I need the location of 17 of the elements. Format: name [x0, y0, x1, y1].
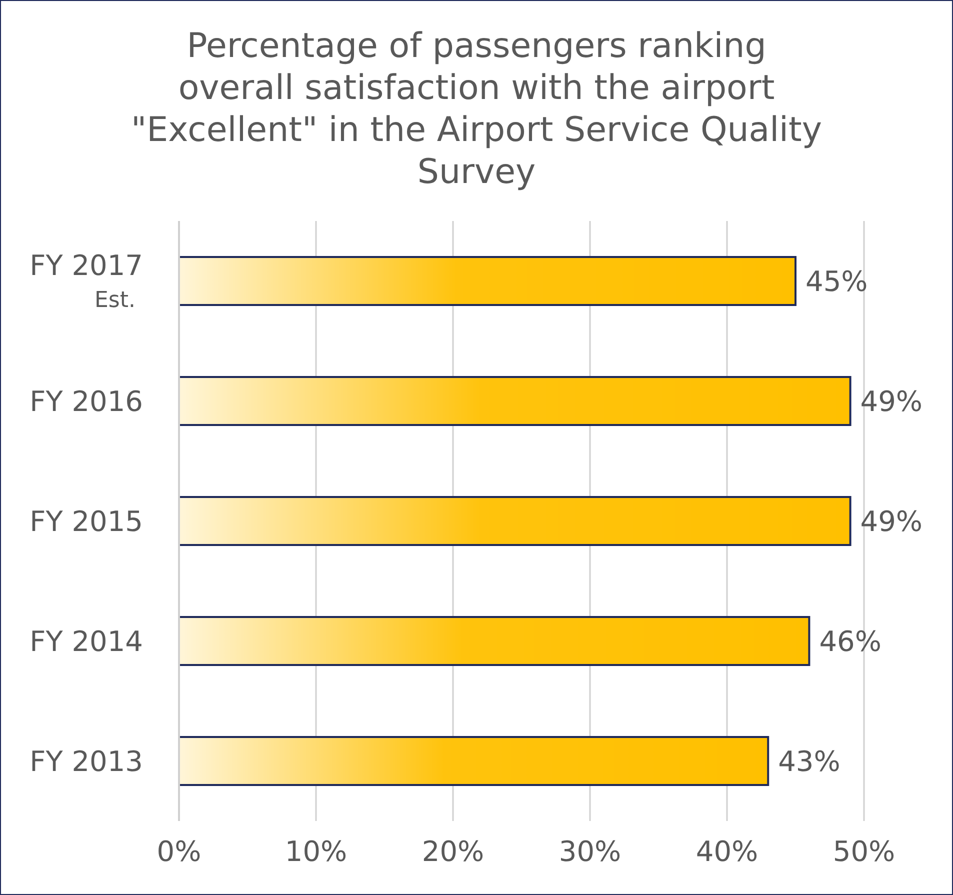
chart-title: Percentage of passengers ranking overall satisfaction with the airport "Excellent" in the Airport Service Quality Survey [130, 25, 823, 194]
x-tick-label: 0% [156, 834, 202, 868]
data-label: 46% [819, 624, 882, 658]
data-label: 43% [778, 744, 840, 778]
x-tick-label: 10% [284, 834, 348, 868]
y-tick-label: FY 2017 Est. [30, 249, 143, 313]
x-tick-label: 50% [832, 834, 896, 868]
y-tick-label: FY 2015 [30, 505, 143, 538]
data-label: 49% [860, 384, 923, 418]
data-label: 45% [806, 264, 868, 298]
y-tick-label: FY 2013 [30, 745, 143, 778]
y-tick-label: FY 2014 [30, 625, 143, 658]
y-tick-label: FY 2016 [30, 385, 143, 418]
x-tick-label: 30% [558, 834, 622, 868]
data-label: 49% [860, 504, 923, 538]
x-tick-label: 20% [422, 834, 484, 868]
x-tick-label: 40% [696, 834, 758, 868]
